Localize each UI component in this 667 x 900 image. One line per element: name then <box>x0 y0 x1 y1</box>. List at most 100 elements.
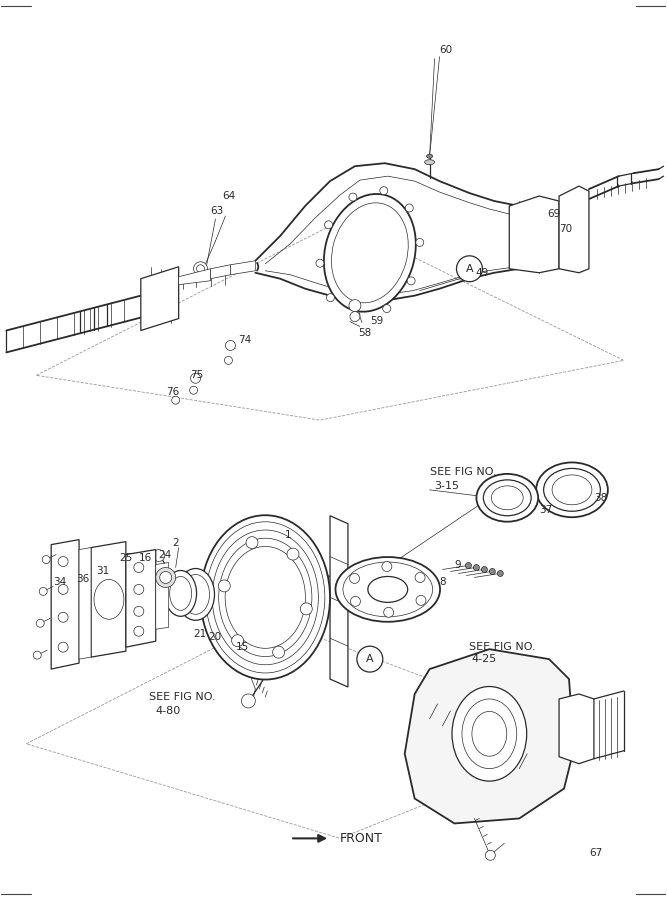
Circle shape <box>406 204 414 212</box>
Polygon shape <box>230 261 255 274</box>
Text: 1: 1 <box>285 529 292 540</box>
Circle shape <box>191 374 201 383</box>
Circle shape <box>482 566 488 572</box>
Text: A: A <box>366 654 374 664</box>
Text: SEE FIG NO.: SEE FIG NO. <box>470 643 536 652</box>
Polygon shape <box>155 562 169 629</box>
Circle shape <box>58 556 68 566</box>
Ellipse shape <box>169 577 191 610</box>
Circle shape <box>325 220 333 229</box>
Text: FRONT: FRONT <box>340 832 383 845</box>
Circle shape <box>416 596 426 606</box>
Circle shape <box>165 310 173 318</box>
Text: 74: 74 <box>238 336 251 346</box>
Circle shape <box>407 277 415 284</box>
Circle shape <box>33 652 41 659</box>
Circle shape <box>165 274 173 283</box>
Circle shape <box>490 569 496 574</box>
Circle shape <box>36 619 44 627</box>
Circle shape <box>349 300 361 311</box>
Circle shape <box>171 396 179 404</box>
Ellipse shape <box>544 468 600 511</box>
Text: 3-15: 3-15 <box>435 481 460 491</box>
Circle shape <box>525 262 533 270</box>
Circle shape <box>58 643 68 652</box>
Ellipse shape <box>427 154 433 158</box>
Ellipse shape <box>212 530 318 665</box>
Circle shape <box>193 262 207 275</box>
Ellipse shape <box>201 515 330 680</box>
Ellipse shape <box>343 562 433 617</box>
Circle shape <box>246 536 258 549</box>
Circle shape <box>300 603 312 615</box>
Text: 8: 8 <box>440 578 446 588</box>
Ellipse shape <box>331 202 408 302</box>
Ellipse shape <box>94 580 124 619</box>
Polygon shape <box>79 547 91 659</box>
Circle shape <box>384 608 394 617</box>
Polygon shape <box>51 540 79 669</box>
Circle shape <box>189 386 197 394</box>
Text: 59: 59 <box>370 316 383 326</box>
Circle shape <box>153 550 165 562</box>
Ellipse shape <box>205 522 325 673</box>
Text: 60: 60 <box>440 45 453 55</box>
Text: 58: 58 <box>358 328 371 338</box>
Circle shape <box>349 194 357 201</box>
Ellipse shape <box>177 569 215 620</box>
Text: 70: 70 <box>559 224 572 234</box>
Circle shape <box>58 612 68 622</box>
Circle shape <box>134 584 144 594</box>
Text: 15: 15 <box>235 643 249 652</box>
Circle shape <box>134 562 144 572</box>
Text: 2: 2 <box>173 537 179 547</box>
Circle shape <box>357 646 383 672</box>
Text: A: A <box>466 264 474 274</box>
Polygon shape <box>211 265 230 279</box>
Ellipse shape <box>492 486 523 509</box>
Polygon shape <box>126 550 155 647</box>
Circle shape <box>155 568 175 588</box>
Polygon shape <box>179 269 211 284</box>
Circle shape <box>350 597 360 607</box>
Text: 25: 25 <box>119 553 132 562</box>
Circle shape <box>380 186 388 194</box>
Text: 21: 21 <box>193 629 207 639</box>
Circle shape <box>350 573 360 583</box>
Circle shape <box>415 572 425 582</box>
Text: 64: 64 <box>223 191 235 201</box>
Text: 9: 9 <box>454 560 461 570</box>
Circle shape <box>273 646 285 658</box>
Circle shape <box>326 293 334 302</box>
Ellipse shape <box>536 463 608 518</box>
Ellipse shape <box>472 711 507 756</box>
Circle shape <box>149 280 157 288</box>
Circle shape <box>225 340 235 350</box>
Ellipse shape <box>324 194 416 311</box>
Text: 20: 20 <box>209 632 221 643</box>
Ellipse shape <box>219 538 312 656</box>
Circle shape <box>197 265 205 273</box>
Text: 34: 34 <box>53 578 67 588</box>
Polygon shape <box>330 516 348 687</box>
Ellipse shape <box>425 159 435 165</box>
Text: 38: 38 <box>594 493 607 503</box>
Polygon shape <box>559 186 589 273</box>
Text: 31: 31 <box>96 566 109 577</box>
Circle shape <box>466 562 472 569</box>
Circle shape <box>498 571 504 577</box>
Ellipse shape <box>476 474 538 522</box>
Text: 36: 36 <box>76 574 89 584</box>
Circle shape <box>287 548 299 560</box>
Circle shape <box>416 238 424 247</box>
Circle shape <box>350 311 360 321</box>
Circle shape <box>225 356 232 365</box>
Circle shape <box>525 237 533 245</box>
Circle shape <box>382 562 392 572</box>
Text: 76: 76 <box>165 387 179 397</box>
Ellipse shape <box>225 546 305 648</box>
Circle shape <box>474 564 480 571</box>
Text: 63: 63 <box>211 206 223 216</box>
Circle shape <box>352 311 360 319</box>
Text: SEE FIG NO.: SEE FIG NO. <box>430 467 496 477</box>
